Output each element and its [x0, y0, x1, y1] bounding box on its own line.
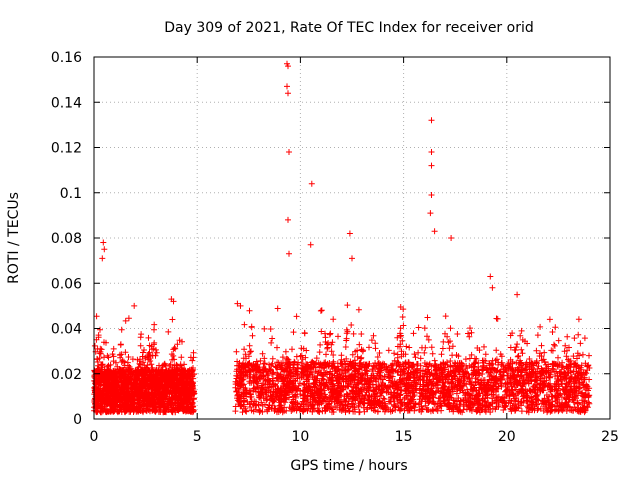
y-tick-label: 0.1	[60, 186, 82, 202]
x-tick-label: 10	[291, 429, 309, 445]
y-tick-label: 0.08	[51, 231, 82, 247]
x-tick-label: 20	[498, 429, 516, 445]
data-points	[91, 60, 593, 416]
y-tick-label: 0.14	[51, 95, 82, 111]
y-tick-label: 0.16	[51, 50, 82, 66]
y-tick-label: 0.04	[51, 322, 82, 338]
axis-ticks	[93, 56, 611, 420]
x-tick-labels: 0 5 10 15 20 25	[90, 429, 619, 445]
x-tick-label: 0	[90, 429, 99, 445]
y-tick-labels: 0 0.02 0.04 0.06 0.08 0.1 0.12 0.14 0.16	[51, 50, 82, 428]
y-tick-label: 0.12	[51, 141, 82, 157]
y-tick-label: 0.02	[51, 367, 82, 383]
y-tick-label: 0.06	[51, 276, 82, 292]
y-tick-label: 0	[73, 412, 82, 428]
plus-markers	[91, 60, 593, 416]
x-tick-label: 15	[395, 429, 413, 445]
x-axis-label: GPS time / hours	[290, 458, 407, 474]
grid-lines	[94, 57, 610, 419]
x-tick-label: 25	[601, 429, 619, 445]
chart-title: Day 309 of 2021, Rate Of TEC Index for r…	[164, 20, 533, 36]
x-tick-label: 5	[193, 429, 202, 445]
y-axis-label: ROTI / TECUs	[6, 192, 22, 284]
